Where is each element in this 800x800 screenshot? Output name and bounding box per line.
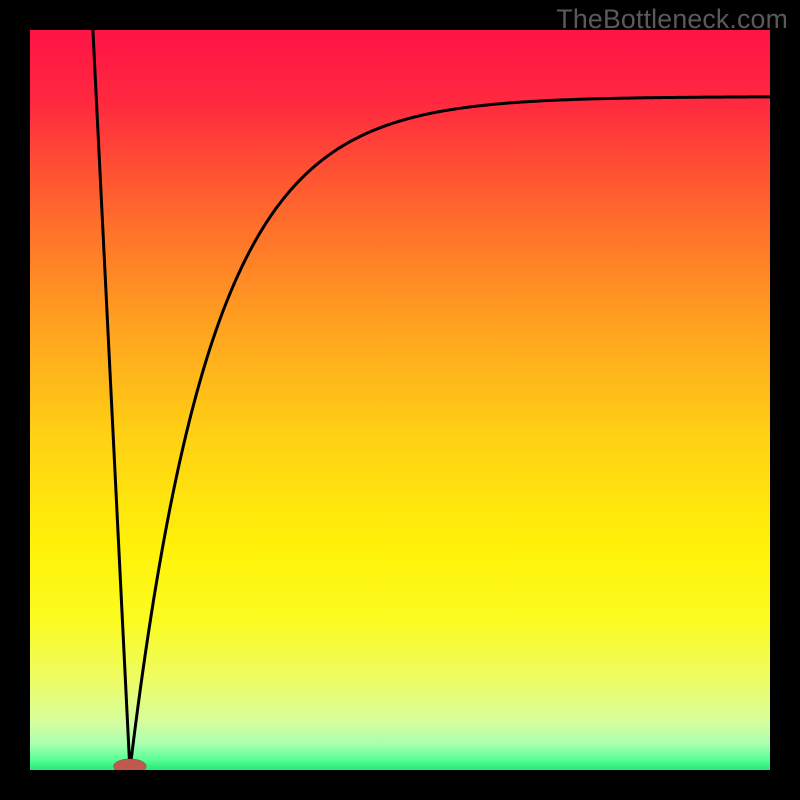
chart-frame: TheBottleneck.com xyxy=(0,0,800,800)
watermark-label: TheBottleneck.com xyxy=(556,4,788,35)
chart-svg xyxy=(0,0,800,800)
